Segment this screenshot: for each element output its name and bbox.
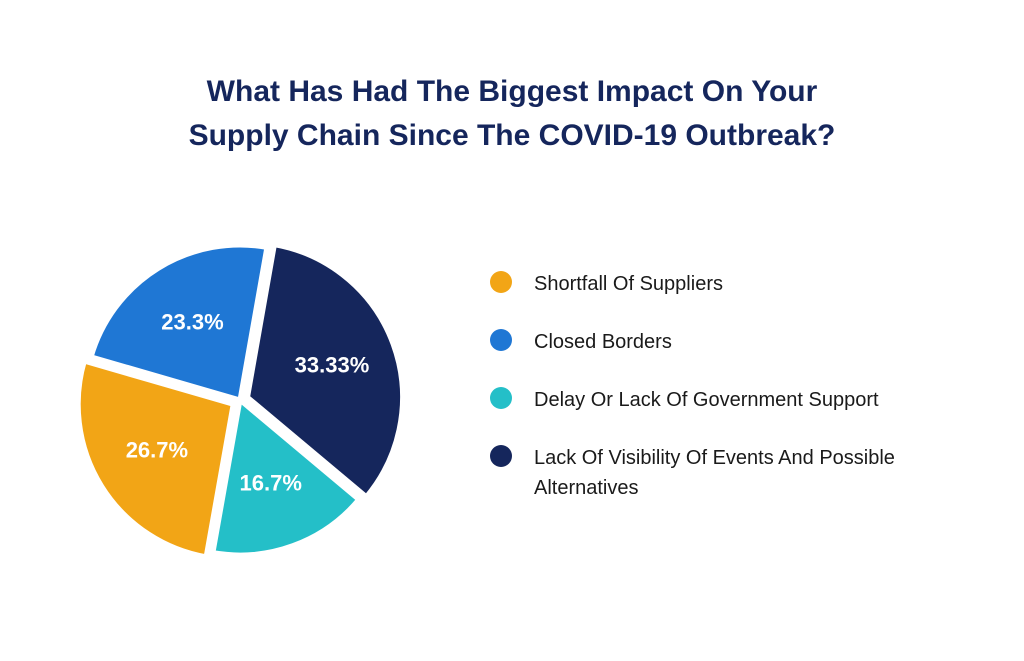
pie-chart: 33.33% 16.7% 26.7% 23.3% [70, 230, 410, 570]
legend-swatch [490, 329, 512, 351]
pie-slice-label-shortfall: 26.7% [126, 438, 188, 463]
legend-item: Delay Or Lack Of Government Support [490, 385, 944, 415]
chart-title-line2: Supply Chain Since The COVID-19 Outbreak… [189, 119, 836, 152]
pie-slice-label-borders: 23.3% [161, 310, 223, 335]
legend-label: Delay Or Lack Of Government Support [534, 385, 879, 415]
legend: Shortfall Of Suppliers Closed Borders Dela… [480, 269, 1024, 531]
pie-slice-label-visibility: 33.33% [295, 352, 370, 377]
legend-label: Lack Of Visibility Of Events And Possibl… [534, 443, 944, 503]
pie-slice-label-govsupport: 16.7% [240, 470, 302, 495]
legend-label: Shortfall Of Suppliers [534, 269, 723, 299]
chart-content: 33.33% 16.7% 26.7% 23.3% Shortfall Of Suppl… [0, 230, 1024, 570]
legend-swatch [490, 387, 512, 409]
legend-item: Closed Borders [490, 327, 944, 357]
chart-title-line1: What Has Had The Biggest Impact On Your [207, 75, 818, 108]
chart-title: What Has Had The Biggest Impact On Your … [0, 70, 1024, 157]
legend-item: Lack Of Visibility Of Events And Possibl… [490, 443, 944, 503]
legend-label: Closed Borders [534, 327, 672, 357]
legend-swatch [490, 445, 512, 467]
pie-chart-wrap: 33.33% 16.7% 26.7% 23.3% [0, 230, 480, 570]
legend-swatch [490, 271, 512, 293]
legend-item: Shortfall Of Suppliers [490, 269, 944, 299]
